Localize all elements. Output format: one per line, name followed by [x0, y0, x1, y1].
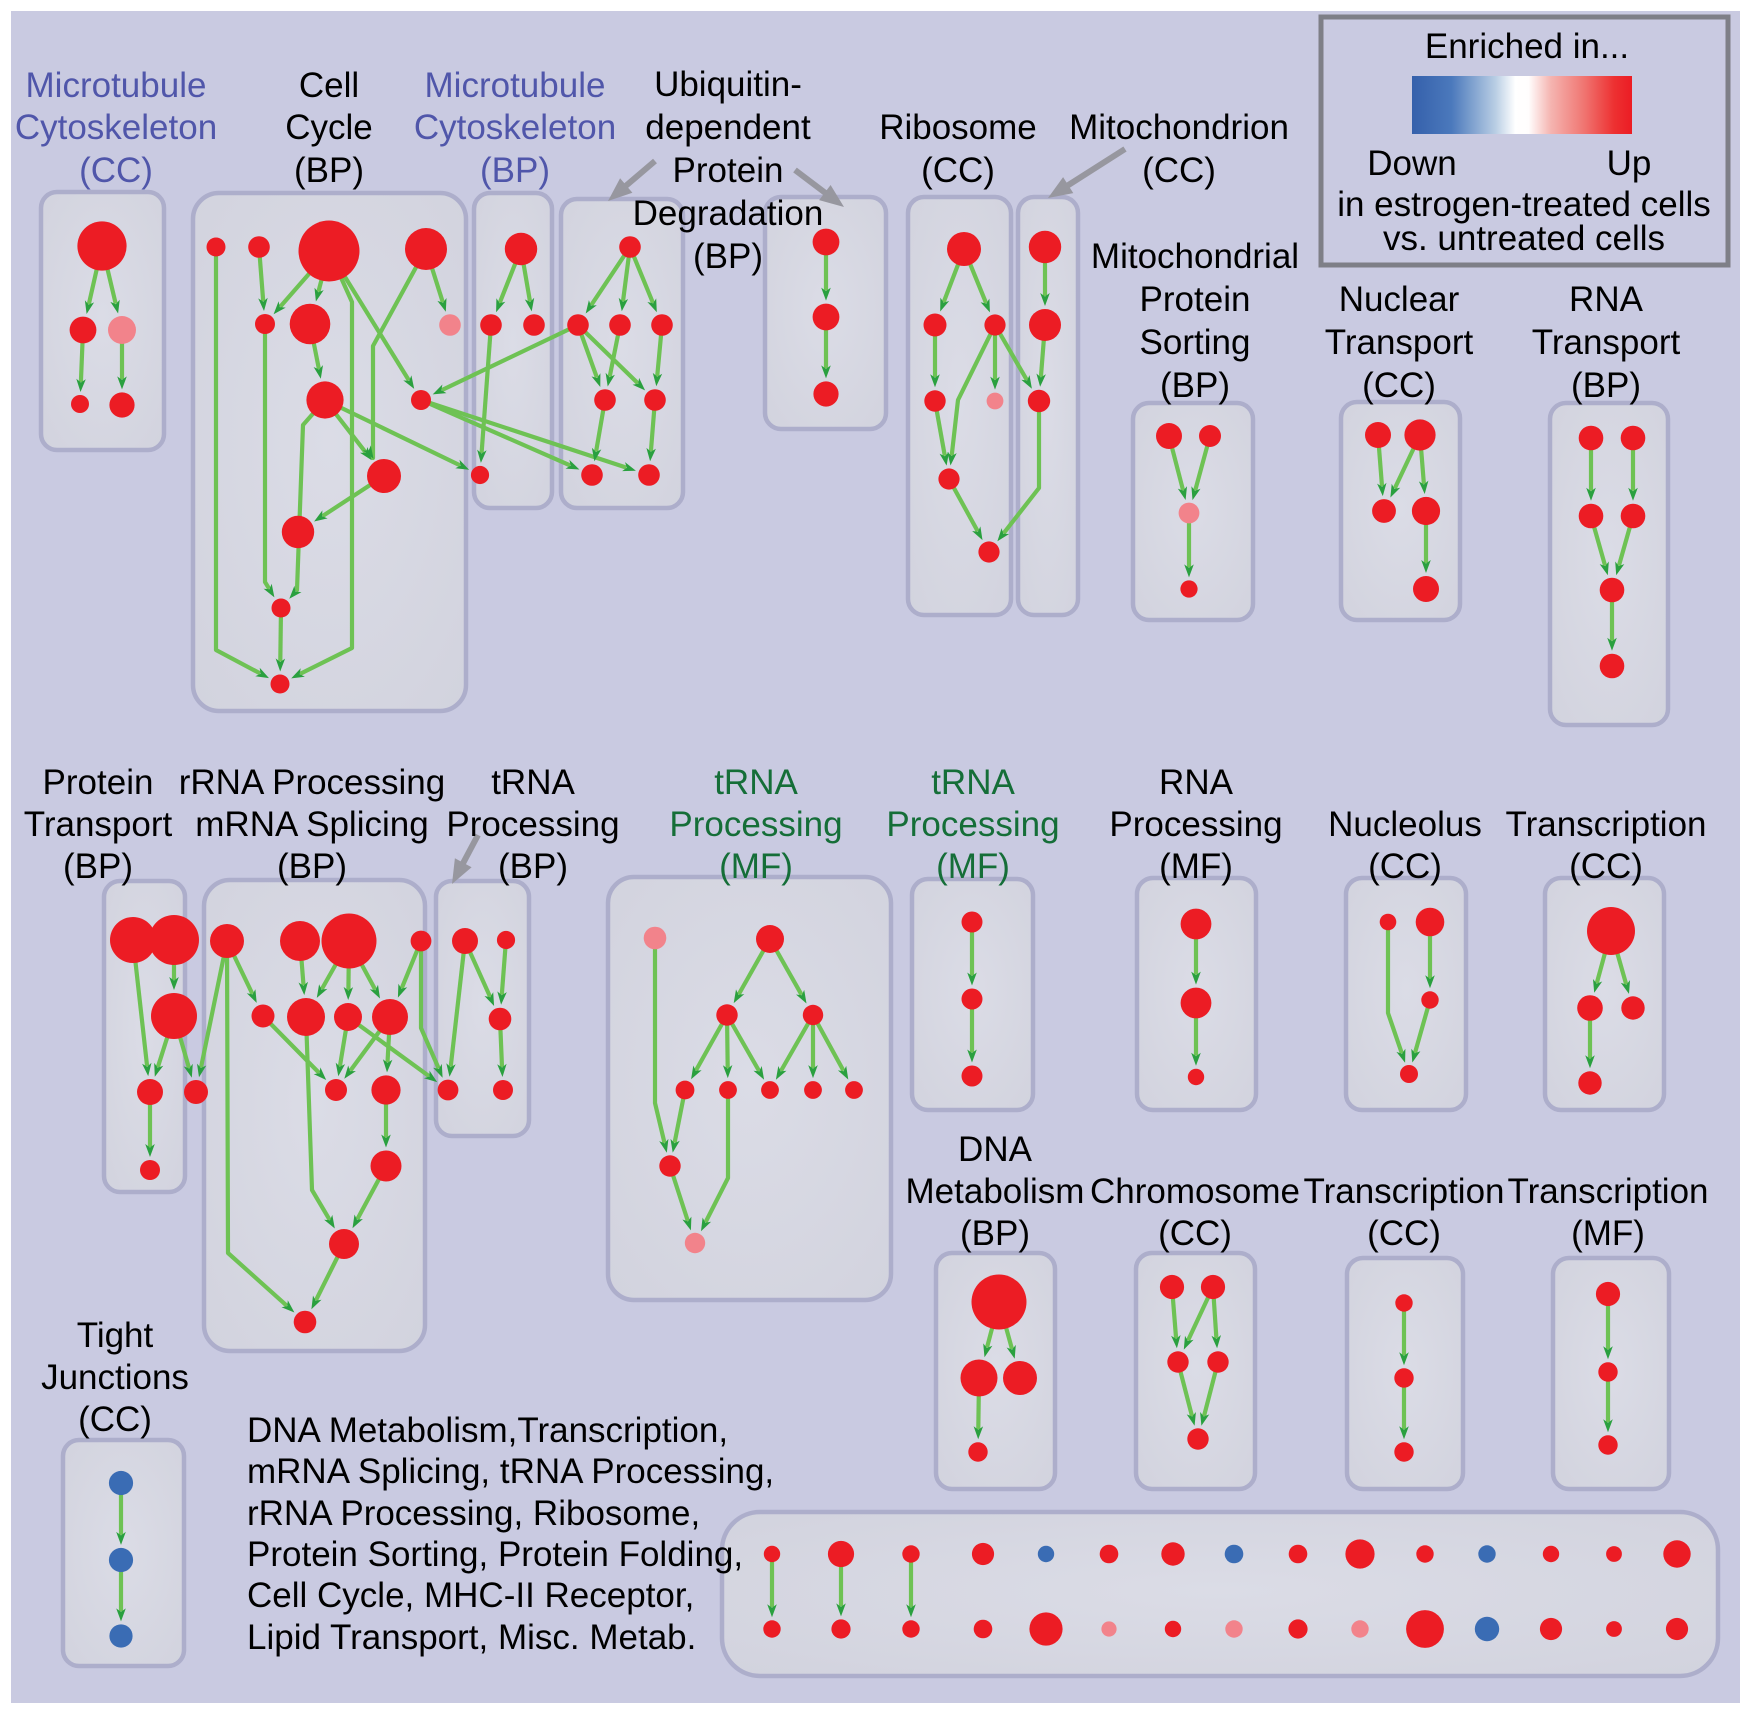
- svg-text:(BP): (BP): [1571, 366, 1641, 405]
- svg-text:(MF): (MF): [719, 847, 793, 886]
- svg-text:DNA: DNA: [958, 1130, 1033, 1169]
- svg-text:tRNA: tRNA: [931, 763, 1015, 802]
- svg-text:Processing: Processing: [886, 805, 1059, 844]
- svg-text:Enriched in...: Enriched in...: [1425, 27, 1629, 66]
- svg-text:Protein: Protein: [1140, 280, 1251, 319]
- svg-text:tRNA: tRNA: [491, 763, 575, 802]
- svg-text:Protein: Protein: [673, 151, 784, 190]
- svg-text:Cytoskeleton: Cytoskeleton: [15, 108, 217, 147]
- svg-text:(BP): (BP): [480, 151, 550, 190]
- svg-text:(MF): (MF): [1159, 847, 1233, 886]
- svg-text:Cell: Cell: [299, 66, 359, 105]
- svg-text:(BP): (BP): [1160, 366, 1230, 405]
- svg-text:RNA: RNA: [1569, 280, 1644, 319]
- svg-text:Transcription: Transcription: [1506, 805, 1707, 844]
- svg-text:Mitochondrial: Mitochondrial: [1091, 237, 1299, 276]
- svg-text:Tight: Tight: [77, 1316, 154, 1355]
- svg-text:dependent: dependent: [645, 108, 811, 147]
- svg-text:Nucleolus: Nucleolus: [1328, 805, 1482, 844]
- svg-text:Protein: Protein: [43, 763, 154, 802]
- svg-text:Transcription: Transcription: [1304, 1172, 1505, 1211]
- svg-text:mRNA Splicing: mRNA Splicing: [195, 805, 428, 844]
- svg-text:Processing: Processing: [1109, 805, 1282, 844]
- svg-text:rRNA Processing, Ribosome,: rRNA Processing, Ribosome,: [247, 1494, 700, 1533]
- svg-text:Cytoskeleton: Cytoskeleton: [414, 108, 616, 147]
- svg-text:DNA Metabolism,Transcription,: DNA Metabolism,Transcription,: [247, 1411, 728, 1450]
- svg-text:Transcription: Transcription: [1508, 1172, 1709, 1211]
- svg-text:(CC): (CC): [78, 1400, 152, 1439]
- svg-text:mRNA Splicing, tRNA Processing: mRNA Splicing, tRNA Processing,: [247, 1452, 774, 1491]
- svg-text:tRNA: tRNA: [714, 763, 798, 802]
- svg-text:Microtubule: Microtubule: [425, 66, 606, 105]
- svg-text:Up: Up: [1607, 144, 1652, 183]
- svg-text:(CC): (CC): [1142, 151, 1216, 190]
- svg-text:rRNA Processing: rRNA Processing: [179, 763, 445, 802]
- svg-text:(CC): (CC): [1362, 366, 1436, 405]
- svg-text:Transport: Transport: [1325, 323, 1474, 362]
- svg-text:Ribosome: Ribosome: [879, 108, 1037, 147]
- svg-text:(BP): (BP): [294, 151, 364, 190]
- svg-text:Nuclear: Nuclear: [1339, 280, 1460, 319]
- svg-text:Processing: Processing: [669, 805, 842, 844]
- svg-text:Cycle: Cycle: [285, 108, 373, 147]
- svg-text:RNA: RNA: [1159, 763, 1234, 802]
- svg-text:Cell Cycle, MHC-II Receptor,: Cell Cycle, MHC-II Receptor,: [247, 1576, 694, 1615]
- svg-text:Protein Sorting, Protein Foldi: Protein Sorting, Protein Folding,: [247, 1535, 743, 1574]
- svg-text:(CC): (CC): [1368, 847, 1442, 886]
- svg-text:vs. untreated cells: vs. untreated cells: [1383, 219, 1665, 258]
- svg-text:Mitochondrion: Mitochondrion: [1069, 108, 1289, 147]
- svg-text:Transport: Transport: [1532, 323, 1681, 362]
- svg-text:(CC): (CC): [1158, 1214, 1232, 1253]
- svg-text:(BP): (BP): [498, 847, 568, 886]
- svg-text:Degradation: Degradation: [633, 194, 824, 233]
- svg-text:(CC): (CC): [1569, 847, 1643, 886]
- svg-text:Down: Down: [1367, 144, 1456, 183]
- svg-text:Junctions: Junctions: [41, 1358, 189, 1397]
- svg-text:(BP): (BP): [693, 237, 763, 276]
- svg-text:(MF): (MF): [936, 847, 1010, 886]
- svg-text:(CC): (CC): [921, 151, 995, 190]
- svg-text:Metabolism: Metabolism: [906, 1172, 1085, 1211]
- svg-text:Transport: Transport: [24, 805, 173, 844]
- svg-text:(CC): (CC): [1367, 1214, 1441, 1253]
- svg-text:(CC): (CC): [79, 151, 153, 190]
- svg-text:(MF): (MF): [1571, 1214, 1645, 1253]
- svg-text:Chromosome: Chromosome: [1090, 1172, 1300, 1211]
- svg-text:Lipid Transport, Misc. Metab.: Lipid Transport, Misc. Metab.: [247, 1618, 696, 1657]
- svg-text:Microtubule: Microtubule: [26, 66, 207, 105]
- svg-text:in estrogen-treated cells: in estrogen-treated cells: [1337, 185, 1711, 224]
- svg-text:(BP): (BP): [277, 847, 347, 886]
- svg-text:(BP): (BP): [63, 847, 133, 886]
- svg-text:Sorting: Sorting: [1140, 323, 1251, 362]
- svg-text:Processing: Processing: [446, 805, 619, 844]
- svg-text:(BP): (BP): [960, 1214, 1030, 1253]
- svg-text:Ubiquitin-: Ubiquitin-: [654, 65, 802, 104]
